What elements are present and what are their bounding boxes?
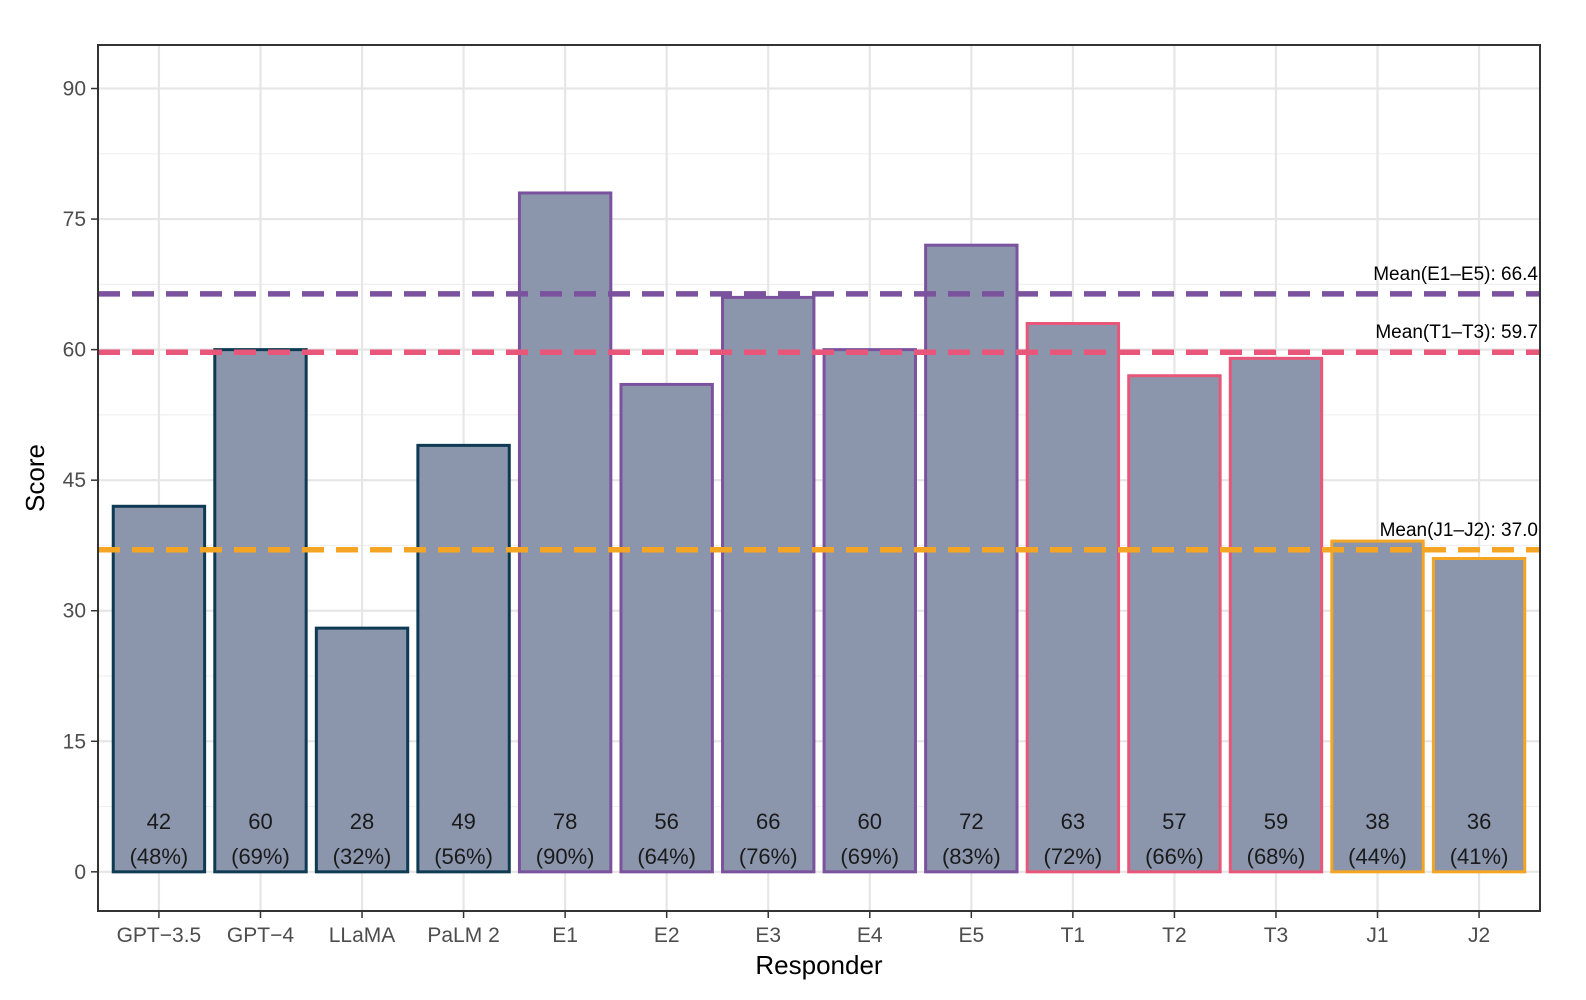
bar-value-label: 42: [147, 809, 171, 834]
x-tick-label: T2: [1162, 924, 1187, 947]
bar: [517, 191, 613, 874]
x-tick-label: GPT−4: [227, 924, 294, 947]
bar: [1228, 356, 1324, 874]
bars: [111, 191, 1527, 874]
y-axis: 0 15 30 45 60 75 90: [63, 78, 98, 884]
x-tick-label: GPT−3.5: [117, 924, 202, 947]
x-tick-label: J2: [1468, 924, 1490, 947]
bar-value-label: 60: [858, 809, 882, 834]
x-axis: GPT−3.5 GPT−4 LLaMA PaLM 2 E1 E2 E3 E4 E5 T1 T2 T3 J…: [117, 911, 1490, 947]
bar-percent-label: (69%): [231, 844, 290, 869]
bar-percent-label: (41%): [1450, 844, 1509, 869]
bar-value-label: 36: [1467, 809, 1491, 834]
bar-percent-label: (48%): [130, 844, 189, 869]
bar-value-label: 66: [756, 809, 780, 834]
bar-value-label: 72: [959, 809, 983, 834]
bar: [1330, 539, 1425, 874]
bar-value-label: 59: [1264, 809, 1288, 834]
x-axis-title: Responder: [755, 950, 883, 980]
bar: [314, 626, 410, 874]
bar-value-label: 49: [451, 809, 475, 834]
mean-lines: Mean(E1–E5): 66.4 Mean(T1–T3): 59.7 Mean(J…: [98, 264, 1540, 553]
bar-value-label: 63: [1061, 809, 1085, 834]
y-axis-title: Score: [20, 444, 50, 512]
x-tick-label: E3: [755, 924, 781, 947]
bar-value-label: 38: [1365, 809, 1389, 834]
x-tick-label: E2: [654, 924, 680, 947]
bar-percent-label: (69%): [840, 844, 899, 869]
y-tick-label: 90: [63, 78, 86, 101]
bar-value-label: 28: [350, 809, 374, 834]
y-tick-label: 30: [63, 600, 86, 623]
bar-percent-label: (76%): [739, 844, 798, 869]
bar: [1431, 557, 1527, 874]
bar-percent-label: (83%): [942, 844, 1001, 869]
bar-value-label: 57: [1162, 809, 1186, 834]
bar-percent-label: (90%): [536, 844, 595, 869]
x-tick-label: J1: [1366, 924, 1388, 947]
bar-value-label: 56: [654, 809, 678, 834]
y-tick-label: 45: [63, 469, 86, 492]
x-tick-label: T3: [1264, 924, 1289, 947]
y-tick-label: 0: [74, 861, 86, 884]
x-tick-label: E5: [958, 924, 984, 947]
bar-value-label: 78: [553, 809, 577, 834]
bar-value-label: 60: [248, 809, 272, 834]
plot-border: [97, 44, 1541, 912]
mean-line-label: Mean(E1–E5): 66.4: [1373, 264, 1538, 285]
y-tick-label: 75: [63, 208, 86, 231]
bar: [416, 443, 511, 874]
bar-percent-label: (56%): [434, 844, 493, 869]
bar: [111, 504, 207, 874]
bar: [1127, 374, 1222, 874]
bar-percent-label: (44%): [1348, 844, 1407, 869]
mean-line-label: Mean(J1–J2): 37.0: [1380, 520, 1538, 541]
bar-value-labels: 42 (48%) 60 (69%) 28 (32%) 49 (56%) 78 (90%) 56 (64…: [130, 809, 1509, 869]
bar-percent-label: (72%): [1044, 844, 1103, 869]
bar-percent-label: (68%): [1247, 844, 1306, 869]
bar: [822, 348, 917, 874]
bar-percent-label: (32%): [333, 844, 392, 869]
bar-percent-label: (64%): [637, 844, 696, 869]
x-tick-label: T1: [1061, 924, 1086, 947]
mean-line-label: Mean(T1–T3): 59.7: [1375, 322, 1538, 343]
x-tick-label: PaLM 2: [427, 924, 499, 947]
bar: [1025, 322, 1121, 874]
bar: [924, 243, 1019, 874]
bar: [213, 348, 308, 874]
bar-percent-label: (66%): [1145, 844, 1204, 869]
x-tick-label: LLaMA: [329, 924, 396, 947]
plot-panel: [98, 45, 1540, 911]
y-tick-label: 15: [63, 730, 86, 753]
x-tick-label: E1: [552, 924, 578, 947]
y-tick-label: 60: [63, 339, 86, 362]
x-tick-label: E4: [857, 924, 883, 947]
bar: [619, 382, 714, 874]
bar: [721, 295, 816, 874]
